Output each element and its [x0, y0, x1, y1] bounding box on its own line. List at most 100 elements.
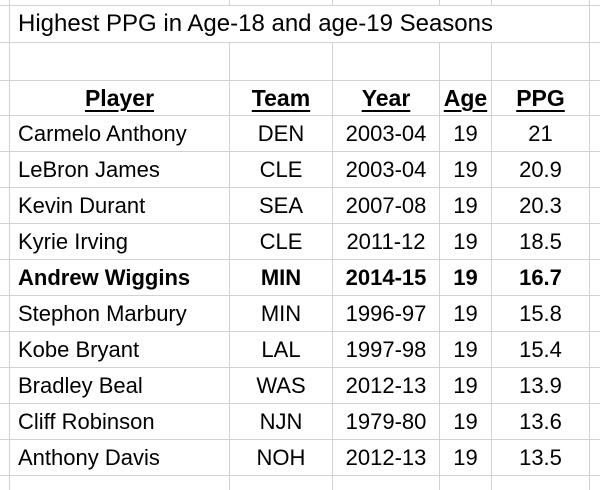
- table-row: Anthony Davis NOH 2012-13 19 13.5: [0, 440, 600, 476]
- empty-cell: [230, 0, 333, 6]
- table-row: Carmelo Anthony DEN 2003-04 19 21: [0, 116, 600, 152]
- cell-year[interactable]: 2012-13: [333, 440, 440, 476]
- header-ppg[interactable]: PPG: [492, 81, 590, 116]
- table-row: Stephon Marbury MIN 1996-97 19 15.8: [0, 296, 600, 332]
- cell-team[interactable]: NJN: [230, 404, 333, 440]
- cell-age[interactable]: 19: [440, 440, 492, 476]
- empty-cell: [0, 0, 10, 6]
- cell-year[interactable]: 1979-80: [333, 404, 440, 440]
- cell-year[interactable]: 2011-12: [333, 224, 440, 260]
- empty-cell: [0, 6, 10, 43]
- empty-cell: [0, 368, 10, 404]
- empty-cell[interactable]: [333, 43, 440, 81]
- cell-team[interactable]: SEA: [230, 188, 333, 224]
- sheet-title[interactable]: Highest PPG in Age-18 and age-19 Seasons: [10, 6, 590, 43]
- cell-player[interactable]: LeBron James: [10, 152, 230, 188]
- cell-year[interactable]: 1996-97: [333, 296, 440, 332]
- empty-cell: [590, 116, 600, 152]
- empty-cell: [590, 440, 600, 476]
- table-row: Kobe Bryant LAL 1997-98 19 15.4: [0, 332, 600, 368]
- empty-cell: [590, 6, 600, 43]
- cell-player[interactable]: Kobe Bryant: [10, 332, 230, 368]
- cell-age[interactable]: 19: [440, 116, 492, 152]
- empty-cell: [590, 332, 600, 368]
- partial-row-bottom: [0, 476, 600, 490]
- cell-ppg[interactable]: 18.5: [492, 224, 590, 260]
- header-age[interactable]: Age: [440, 81, 492, 116]
- table-row: Andrew Wiggins MIN 2014-15 19 16.7: [0, 260, 600, 296]
- empty-cell[interactable]: [492, 43, 590, 81]
- cell-age[interactable]: 19: [440, 296, 492, 332]
- cell-player[interactable]: Cliff Robinson: [10, 404, 230, 440]
- cell-year[interactable]: 2003-04: [333, 116, 440, 152]
- table-row: Kyrie Irving CLE 2011-12 19 18.5: [0, 224, 600, 260]
- cell-ppg[interactable]: 13.6: [492, 404, 590, 440]
- empty-cell: [440, 476, 492, 490]
- cell-ppg[interactable]: 15.4: [492, 332, 590, 368]
- header-row: Player Team Year Age PPG: [0, 81, 600, 116]
- empty-cell: [333, 476, 440, 490]
- cell-player[interactable]: Anthony Davis: [10, 440, 230, 476]
- empty-cell: [590, 188, 600, 224]
- cell-team[interactable]: DEN: [230, 116, 333, 152]
- cell-team[interactable]: CLE: [230, 224, 333, 260]
- empty-row: [0, 43, 600, 81]
- cell-age[interactable]: 19: [440, 368, 492, 404]
- cell-team[interactable]: WAS: [230, 368, 333, 404]
- cell-age[interactable]: 19: [440, 260, 492, 296]
- header-team[interactable]: Team: [230, 81, 333, 116]
- empty-cell: [0, 224, 10, 260]
- cell-team[interactable]: MIN: [230, 296, 333, 332]
- cell-age[interactable]: 19: [440, 404, 492, 440]
- header-player[interactable]: Player: [10, 81, 230, 116]
- cell-ppg[interactable]: 21: [492, 116, 590, 152]
- empty-cell: [0, 296, 10, 332]
- empty-cell: [0, 188, 10, 224]
- cell-year[interactable]: 1997-98: [333, 332, 440, 368]
- cell-age[interactable]: 19: [440, 152, 492, 188]
- cell-team[interactable]: LAL: [230, 332, 333, 368]
- empty-cell: [590, 476, 600, 490]
- cell-age[interactable]: 19: [440, 332, 492, 368]
- cell-year[interactable]: 2012-13: [333, 368, 440, 404]
- cell-year[interactable]: 2003-04: [333, 152, 440, 188]
- cell-ppg[interactable]: 13.9: [492, 368, 590, 404]
- empty-cell: [0, 116, 10, 152]
- empty-cell[interactable]: [230, 43, 333, 81]
- cell-ppg[interactable]: 20.9: [492, 152, 590, 188]
- cell-age[interactable]: 19: [440, 188, 492, 224]
- cell-year[interactable]: 2014-15: [333, 260, 440, 296]
- cell-ppg[interactable]: 20.3: [492, 188, 590, 224]
- table-row: LeBron James CLE 2003-04 19 20.9: [0, 152, 600, 188]
- cell-player[interactable]: Carmelo Anthony: [10, 116, 230, 152]
- empty-cell: [590, 152, 600, 188]
- empty-cell: [492, 0, 590, 6]
- empty-cell: [590, 404, 600, 440]
- empty-cell: [590, 260, 600, 296]
- empty-cell[interactable]: [440, 43, 492, 81]
- cell-ppg[interactable]: 16.7: [492, 260, 590, 296]
- empty-cell: [0, 43, 10, 81]
- cell-player[interactable]: Kevin Durant: [10, 188, 230, 224]
- cell-player[interactable]: Andrew Wiggins: [10, 260, 230, 296]
- header-year[interactable]: Year: [333, 81, 440, 116]
- empty-cell: [0, 476, 10, 490]
- empty-cell: [0, 332, 10, 368]
- cell-player[interactable]: Kyrie Irving: [10, 224, 230, 260]
- empty-cell: [590, 224, 600, 260]
- cell-ppg[interactable]: 13.5: [492, 440, 590, 476]
- cell-player[interactable]: Bradley Beal: [10, 368, 230, 404]
- cell-player[interactable]: Stephon Marbury: [10, 296, 230, 332]
- cell-team[interactable]: NOH: [230, 440, 333, 476]
- table-row: Cliff Robinson NJN 1979-80 19 13.6: [0, 404, 600, 440]
- cell-team[interactable]: MIN: [230, 260, 333, 296]
- empty-cell[interactable]: [10, 43, 230, 81]
- title-row: Highest PPG in Age-18 and age-19 Seasons: [0, 6, 600, 43]
- cell-age[interactable]: 19: [440, 224, 492, 260]
- cell-ppg[interactable]: 15.8: [492, 296, 590, 332]
- empty-cell: [590, 0, 600, 6]
- cell-year[interactable]: 2007-08: [333, 188, 440, 224]
- empty-cell: [590, 296, 600, 332]
- cell-team[interactable]: CLE: [230, 152, 333, 188]
- table-row: Kevin Durant SEA 2007-08 19 20.3: [0, 188, 600, 224]
